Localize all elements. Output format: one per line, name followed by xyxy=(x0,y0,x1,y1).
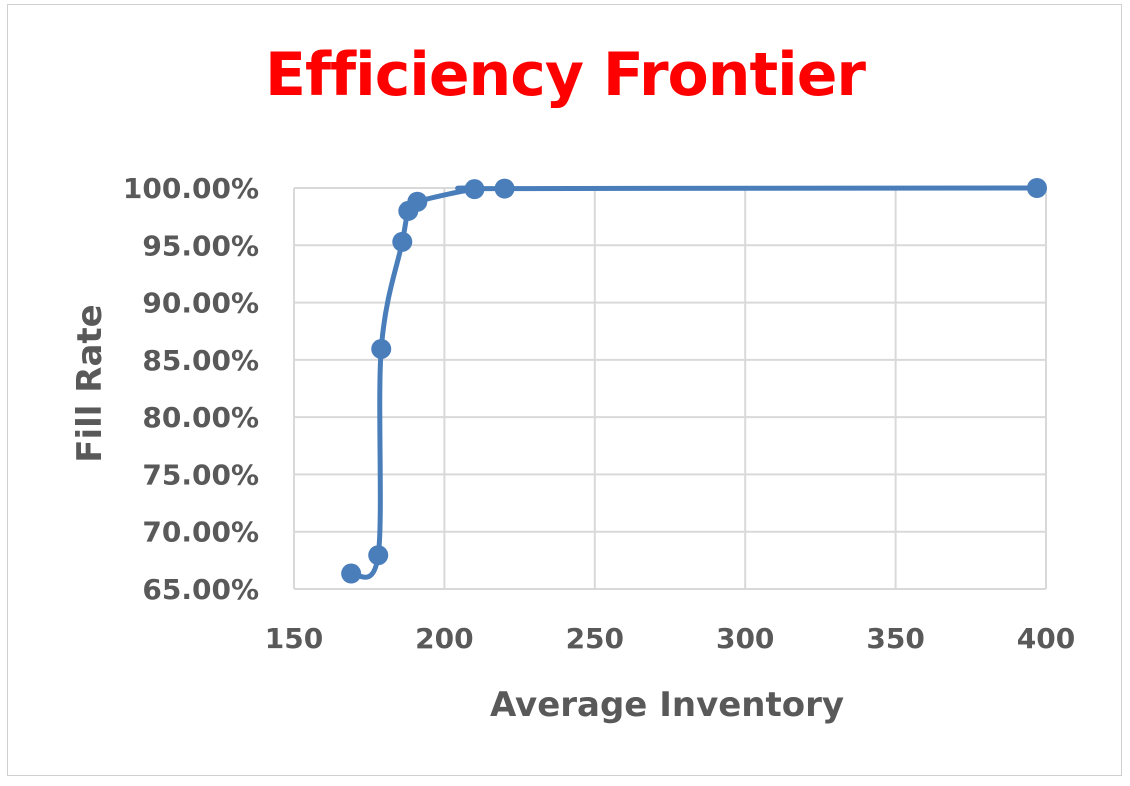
x-tick-label: 400 xyxy=(1017,622,1075,655)
data-point xyxy=(407,191,428,212)
gridlines xyxy=(293,187,1047,590)
x-tick-labels: 150 200 250 300 350 400 xyxy=(265,622,1075,655)
x-tick-label: 300 xyxy=(716,622,774,655)
data-point xyxy=(368,545,389,566)
x-axis-label: Average Inventory xyxy=(490,685,844,725)
x-tick-label: 150 xyxy=(265,622,323,655)
x-tick-label: 250 xyxy=(566,622,624,655)
data-point xyxy=(1026,178,1047,198)
data-point xyxy=(392,231,413,252)
data-points xyxy=(341,178,1047,584)
chart-frame xyxy=(7,4,1122,776)
series-line xyxy=(349,185,1037,580)
y-tick-label: 70.00% xyxy=(142,516,259,549)
y-tick-labels: 65.00% 70.00% 75.00% 80.00% 85.00% 90.00% 95.0… xyxy=(123,172,259,606)
y-tick-label: 75.00% xyxy=(142,458,259,491)
y-tick-label: 100.00% xyxy=(123,172,259,205)
y-tick-label: 65.00% xyxy=(142,573,259,606)
chart-title: Efficiency Frontier xyxy=(264,40,866,110)
y-axis-label: Fill Rate xyxy=(70,304,110,462)
data-point xyxy=(341,563,362,584)
data-point xyxy=(464,179,485,200)
x-tick-label: 200 xyxy=(415,622,473,655)
data-point xyxy=(494,178,515,199)
x-tick-label: 350 xyxy=(866,622,924,655)
y-tick-label: 85.00% xyxy=(142,344,259,377)
y-tick-label: 90.00% xyxy=(142,287,259,320)
y-tick-label: 80.00% xyxy=(142,401,259,434)
y-tick-label: 95.00% xyxy=(142,229,259,262)
data-point xyxy=(371,338,392,359)
